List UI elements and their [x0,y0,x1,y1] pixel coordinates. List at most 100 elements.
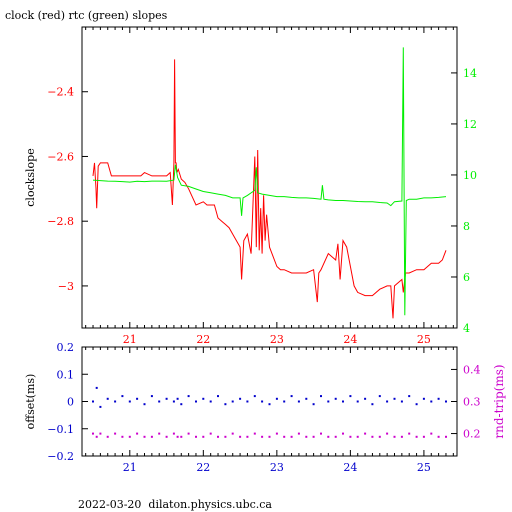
x-tick-label: 23 [270,461,284,474]
data-point-offset [180,403,183,406]
x-tick-label: 22 [196,461,210,474]
data-point-roundtrip [99,432,102,435]
data-point-roundtrip [400,435,403,438]
data-point-roundtrip [158,432,161,435]
data-point-offset [136,397,139,400]
y2-tick-label: 6 [463,271,470,284]
y-tick-label: −2.6 [47,150,74,163]
data-point-roundtrip [349,435,352,438]
y2-tick-label: 10 [463,169,477,182]
x-tick-label: 21 [123,461,137,474]
data-point-roundtrip [371,435,374,438]
data-point-roundtrip [202,435,205,438]
data-point-roundtrip [305,435,308,438]
y-tick-label: −0.1 [47,423,74,436]
x-tick-label: 23 [270,333,284,346]
y-tick-label: −2.4 [47,86,74,99]
data-point-roundtrip [165,435,168,438]
data-point-roundtrip [290,435,293,438]
y-tick-label: 0.1 [57,368,75,381]
data-point-roundtrip [297,432,300,435]
data-point-roundtrip [224,435,227,438]
data-point-offset [445,400,447,403]
bottom-chart: 21 22 23 24 25 −0.2 −0.1 0 0.1 0.2 0.2 0.3 0.4 offset… [24,341,506,474]
data-point-offset [378,395,381,398]
y-axis-label: clockslope [24,148,37,206]
data-point-offset [209,400,212,403]
data-point-offset [195,400,197,403]
y2-axis-label: rnd-trip(ms) [492,364,506,438]
data-point-roundtrip [334,435,337,438]
data-point-offset [275,397,278,400]
data-point-roundtrip [136,432,139,435]
data-point-offset [217,395,219,398]
data-point-offset [408,395,411,398]
top-chart: 21 22 23 24 25 −3 −2.8 −2.6 −2.4 4 6 8 10 12 14 clocksl… [24,26,477,346]
data-point-roundtrip [312,435,315,438]
data-point-offset [422,397,425,400]
data-point-offset [231,400,234,403]
data-point-offset [364,397,367,400]
data-point-roundtrip [106,435,109,438]
data-point-roundtrip [356,435,359,438]
data-point-offset [320,395,322,398]
data-point-roundtrip [320,432,322,435]
data-point-offset [202,397,205,400]
data-point-roundtrip [415,435,418,438]
data-point-offset [268,403,271,406]
data-point-roundtrip [386,432,389,435]
data-point-offset [386,400,389,403]
data-point-offset [92,400,94,403]
data-point-roundtrip [275,432,278,435]
y-tick-label: −2.8 [47,215,74,228]
y-tick-label: −0.2 [47,450,74,463]
data-point-offset [95,386,98,389]
data-point-roundtrip [121,435,124,438]
data-point-offset [393,397,396,400]
data-point-roundtrip [217,435,219,438]
data-point-roundtrip [209,432,212,435]
data-point-roundtrip [150,435,153,438]
data-point-offset [305,397,308,400]
data-point-roundtrip [327,435,330,438]
data-point-offset [349,395,352,398]
x-tick-label: 24 [343,461,357,474]
data-point-roundtrip [437,435,440,438]
data-point-offset [437,397,440,400]
data-point-offset [283,400,286,403]
data-point-roundtrip [195,435,197,438]
data-point-offset [143,403,146,406]
data-point-offset [106,397,109,400]
data-point-roundtrip [239,435,242,438]
y2-tick-label: 14 [463,67,477,80]
data-point-roundtrip [342,432,344,435]
data-point-offset [430,400,433,403]
data-point-offset [334,397,337,400]
x-tick-label: 25 [417,461,431,474]
data-point-roundtrip [253,432,256,435]
data-point-roundtrip [95,435,98,438]
data-point-roundtrip [180,435,183,438]
data-point-offset [415,403,418,406]
data-point-offset [239,397,242,400]
data-point-roundtrip [172,432,175,435]
data-point-roundtrip [176,435,179,438]
data-point-roundtrip [92,432,94,435]
y2-tick-label: 8 [463,220,470,233]
y2-tick-label: 4 [463,322,470,335]
data-point-offset [114,400,117,403]
data-point-roundtrip [114,432,117,435]
data-point-offset [128,400,131,403]
data-point-roundtrip [445,435,447,438]
data-point-offset [150,395,153,398]
data-point-roundtrip [128,435,131,438]
x-tick-label: 24 [343,333,357,346]
data-point-roundtrip [430,432,433,435]
data-point-roundtrip [408,432,411,435]
plot-frame [81,346,458,457]
data-point-roundtrip [283,435,286,438]
data-point-roundtrip [187,432,190,435]
data-point-roundtrip [261,435,264,438]
